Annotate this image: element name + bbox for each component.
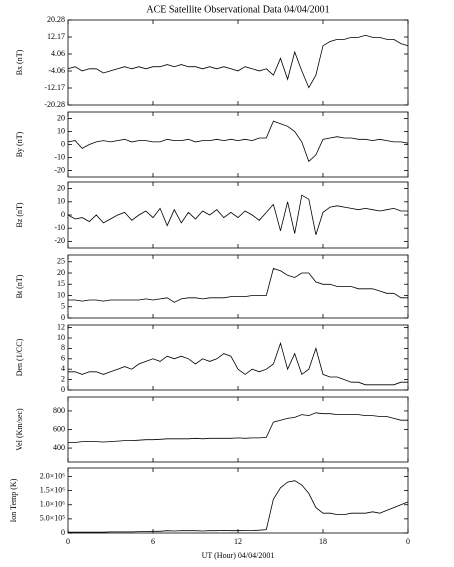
y-tick-label: 12 xyxy=(57,322,65,331)
y-tick-label: -10 xyxy=(54,152,65,161)
panel-frame xyxy=(67,181,409,249)
y-tick-label: 0 xyxy=(61,210,65,219)
y-tick-label: 20 xyxy=(57,113,65,122)
y-axis-label: By (nT) xyxy=(15,131,24,157)
y-tick-label: -10 xyxy=(54,223,65,232)
x-tick-label: 0 xyxy=(66,537,70,546)
y-tick-label: 5 xyxy=(61,302,65,311)
y-axis-label: Den (1/CC) xyxy=(15,338,24,376)
data-line xyxy=(67,194,408,235)
data-line xyxy=(67,120,409,163)
y-tick-label: 10 xyxy=(57,333,65,342)
y-axis-label: Vel (Km/sec) xyxy=(15,408,24,451)
y-tick-label: 20 xyxy=(57,183,65,192)
y-tick-label: 4 xyxy=(61,364,65,373)
x-tick-label: 6 xyxy=(151,537,155,546)
y-tick-label: -4.06 xyxy=(48,66,65,75)
y-tick-label: 1.0×10⁶ xyxy=(40,500,66,509)
y-tick-label: 0 xyxy=(61,385,65,394)
panel-frame xyxy=(67,324,409,391)
y-tick-label: 0 xyxy=(61,139,65,148)
y-tick-label: 6 xyxy=(61,354,65,363)
y-tick-label: 10 xyxy=(57,197,65,206)
x-axis-label: UT (Hour) 04/04/2001 xyxy=(202,551,275,560)
panel-frame xyxy=(67,254,409,319)
x-tick-label: 18 xyxy=(319,537,327,546)
y-tick-label: 0 xyxy=(61,528,65,537)
y-axis-label: Ion Temp (K) xyxy=(9,478,18,522)
y-tick-label: -20.28 xyxy=(44,100,65,109)
y-tick-label: 800 xyxy=(53,406,65,415)
y-tick-label: 25 xyxy=(57,257,65,266)
chart-title: ACE Satellite Observational Data 04/04/2… xyxy=(146,4,329,15)
y-tick-label: 12.17 xyxy=(47,32,65,41)
y-tick-label: 8 xyxy=(61,343,65,352)
data-line xyxy=(68,341,408,386)
y-tick-label: 400 xyxy=(53,443,65,452)
panel-frame xyxy=(67,467,409,534)
panel-frame xyxy=(67,19,409,106)
data-line xyxy=(68,267,408,303)
y-tick-label: 600 xyxy=(53,424,65,433)
y-tick-label: -20 xyxy=(54,236,65,245)
y-tick-label: 10 xyxy=(57,290,65,299)
y-tick-label: -12.17 xyxy=(44,83,65,92)
panel-frame xyxy=(67,111,409,178)
y-tick-label: 2 xyxy=(61,374,65,383)
y-tick-label: 4.06 xyxy=(51,49,65,58)
data-line xyxy=(68,480,409,533)
y-tick-label: 20.28 xyxy=(47,15,65,24)
y-tick-label: 15 xyxy=(57,279,65,288)
y-axis-label: Bz (nT) xyxy=(15,202,24,227)
y-tick-label: 10 xyxy=(57,126,65,135)
y-axis-label: Bx (nT) xyxy=(15,49,24,75)
y-tick-label: 0 xyxy=(61,313,65,322)
y-tick-label: 5.0×10⁵ xyxy=(40,514,66,523)
x-tick-label: 12 xyxy=(234,537,242,546)
y-tick-label: 1.5×10⁶ xyxy=(40,485,66,494)
data-line xyxy=(67,34,409,89)
panel-frame xyxy=(67,396,409,463)
y-tick-label: 2.0×10⁶ xyxy=(40,471,66,480)
y-tick-label: -20 xyxy=(54,165,65,174)
x-tick-label: 0 xyxy=(406,537,410,546)
y-tick-label: 20 xyxy=(57,268,65,277)
data-line xyxy=(68,412,408,443)
y-axis-label: Bt (nT) xyxy=(15,274,24,298)
